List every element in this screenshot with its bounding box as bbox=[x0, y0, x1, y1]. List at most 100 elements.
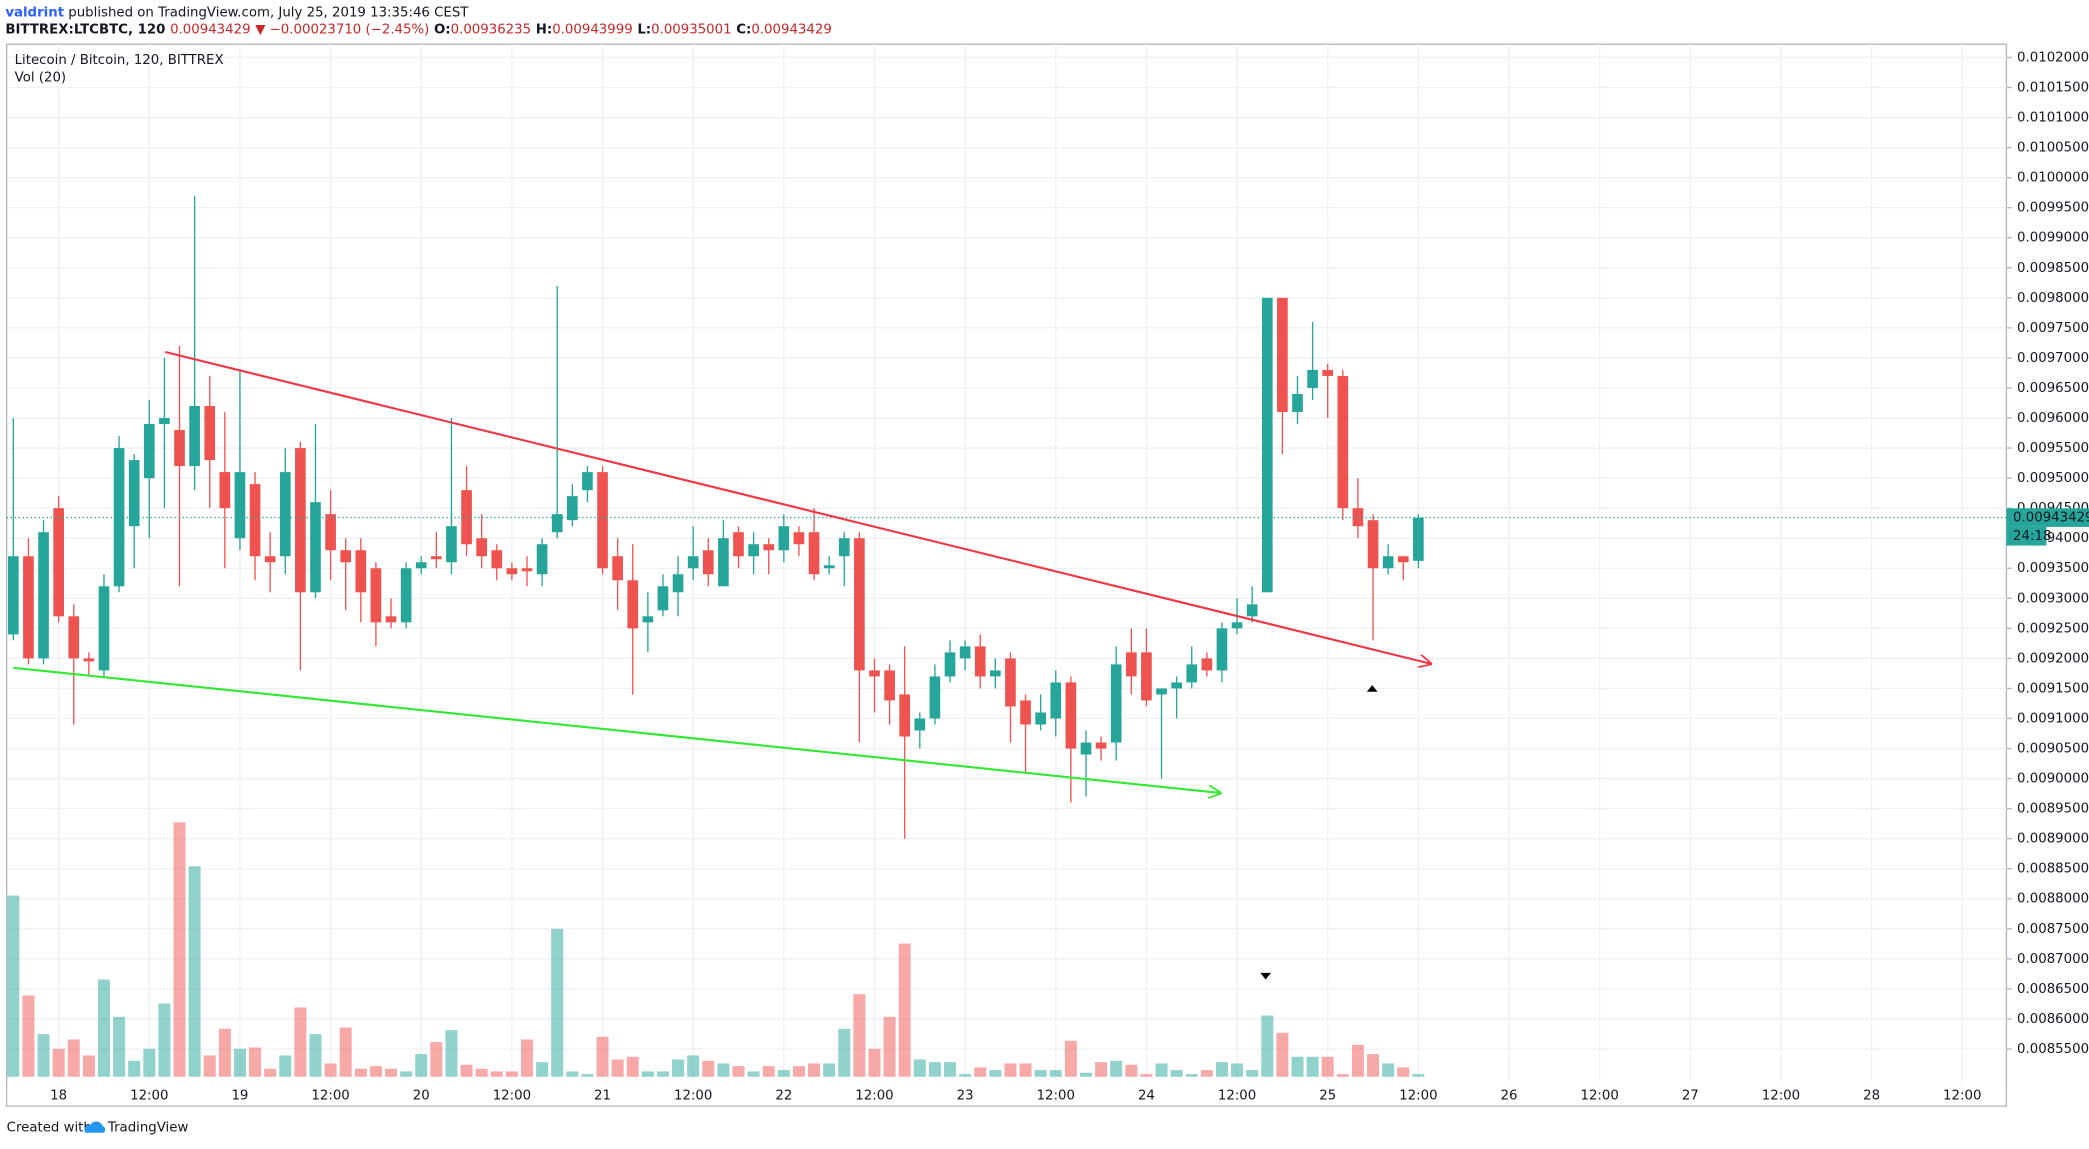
candle-body bbox=[733, 532, 744, 557]
resistance-line bbox=[164, 350, 1431, 664]
volume-bar bbox=[1412, 1074, 1425, 1077]
candle-body bbox=[325, 514, 336, 551]
volume-bar bbox=[1336, 1074, 1349, 1077]
candle-body bbox=[219, 472, 231, 509]
candle-body bbox=[808, 532, 820, 575]
candle-body bbox=[1382, 556, 1394, 569]
volume-bar bbox=[385, 1068, 398, 1077]
volume-bar bbox=[1321, 1056, 1334, 1077]
candle-body bbox=[340, 550, 352, 563]
volume-bar bbox=[1095, 1062, 1108, 1077]
x-tick-label: 12:00 bbox=[493, 1088, 531, 1103]
chart-subtitle: Vol (20) bbox=[15, 71, 66, 86]
x-tick-label: 21 bbox=[594, 1088, 611, 1103]
volume-bar bbox=[97, 979, 110, 1077]
x-tick-label: 12:00 bbox=[1580, 1088, 1618, 1103]
candle-body bbox=[310, 502, 321, 593]
ohlc-label: C: bbox=[736, 23, 751, 38]
candle-body bbox=[1397, 556, 1409, 563]
candle-body bbox=[53, 508, 64, 617]
volume-bar bbox=[128, 1060, 141, 1077]
x-tick-label: 24 bbox=[1138, 1088, 1155, 1103]
candle-body bbox=[763, 544, 775, 551]
candle-body bbox=[597, 472, 608, 569]
chart-title: Litecoin / Bitcoin, 120, BITTREX bbox=[15, 53, 224, 68]
volume-bar bbox=[702, 1060, 715, 1077]
candle-body bbox=[536, 544, 548, 575]
volume-bar bbox=[490, 1071, 503, 1077]
x-tick-label: 12:00 bbox=[1037, 1088, 1075, 1103]
candle-body bbox=[778, 526, 790, 551]
volume-bar bbox=[1064, 1040, 1077, 1077]
footer-brand: TradingView bbox=[107, 1120, 189, 1135]
y-tick-label: 0.00855000 bbox=[2017, 1042, 2089, 1057]
volume-bar bbox=[294, 1007, 307, 1077]
time-axis-bg bbox=[7, 1082, 2006, 1106]
volume-bar bbox=[656, 1071, 669, 1077]
candle-body bbox=[551, 514, 563, 533]
candle-body bbox=[38, 532, 49, 659]
volume-bar bbox=[1276, 1032, 1289, 1077]
volume-bar bbox=[309, 1034, 322, 1077]
candle-body bbox=[672, 574, 684, 593]
last: 0.00943429 bbox=[170, 23, 250, 38]
candle-body bbox=[174, 430, 185, 467]
volume-bar bbox=[883, 1016, 896, 1077]
marker-up bbox=[1366, 685, 1378, 692]
candle-body bbox=[83, 658, 95, 662]
volume-bar bbox=[687, 1055, 700, 1077]
volume-bar bbox=[792, 1066, 805, 1077]
candle-body bbox=[566, 496, 578, 521]
candle-body bbox=[189, 406, 200, 467]
price-label-box bbox=[2006, 508, 2089, 527]
volume-bar bbox=[777, 1070, 790, 1077]
candle-body bbox=[899, 694, 911, 737]
candle-body bbox=[355, 550, 367, 593]
ohlc-label: L: bbox=[637, 23, 651, 38]
volume-bar bbox=[823, 1063, 836, 1077]
volume-bar bbox=[1019, 1063, 1032, 1077]
volume-bar bbox=[1351, 1044, 1364, 1077]
x-tick-label: 12:00 bbox=[855, 1088, 893, 1103]
volume-bar bbox=[188, 866, 201, 1077]
volume-bar bbox=[928, 1062, 941, 1077]
volume-bar bbox=[218, 1028, 231, 1077]
candle-body bbox=[1246, 604, 1258, 617]
candle-body bbox=[869, 670, 880, 677]
candle-body bbox=[914, 718, 926, 731]
candle-body bbox=[929, 676, 941, 719]
candle-body bbox=[959, 646, 971, 659]
x-tick-label: 27 bbox=[1682, 1088, 1699, 1103]
volume-bar bbox=[1246, 1070, 1259, 1077]
published: published on TradingView.com, July 25, 2… bbox=[68, 5, 469, 20]
x-tick-label: 28 bbox=[1863, 1088, 1880, 1103]
candle-body bbox=[627, 580, 639, 629]
volume-bar bbox=[641, 1071, 654, 1077]
candle-body bbox=[1050, 682, 1062, 719]
x-tick-label: 19 bbox=[231, 1088, 248, 1103]
footer-logo bbox=[84, 1121, 106, 1133]
candle-body bbox=[506, 568, 518, 575]
volume-bar bbox=[505, 1071, 518, 1077]
volume-bar bbox=[415, 1054, 428, 1077]
candle-body bbox=[1005, 658, 1016, 707]
volume-bar bbox=[203, 1055, 216, 1077]
volume-bar bbox=[1155, 1063, 1168, 1077]
volume-bar bbox=[1215, 1062, 1228, 1077]
price-label: 0.00943429 bbox=[2013, 511, 2089, 526]
marker-down bbox=[1260, 972, 1271, 980]
x-tick-label: 25 bbox=[1319, 1088, 1336, 1103]
candle-body bbox=[748, 544, 759, 557]
footer-created: Created with bbox=[7, 1120, 92, 1135]
ohlc-value: 0.00935001 bbox=[651, 23, 731, 38]
